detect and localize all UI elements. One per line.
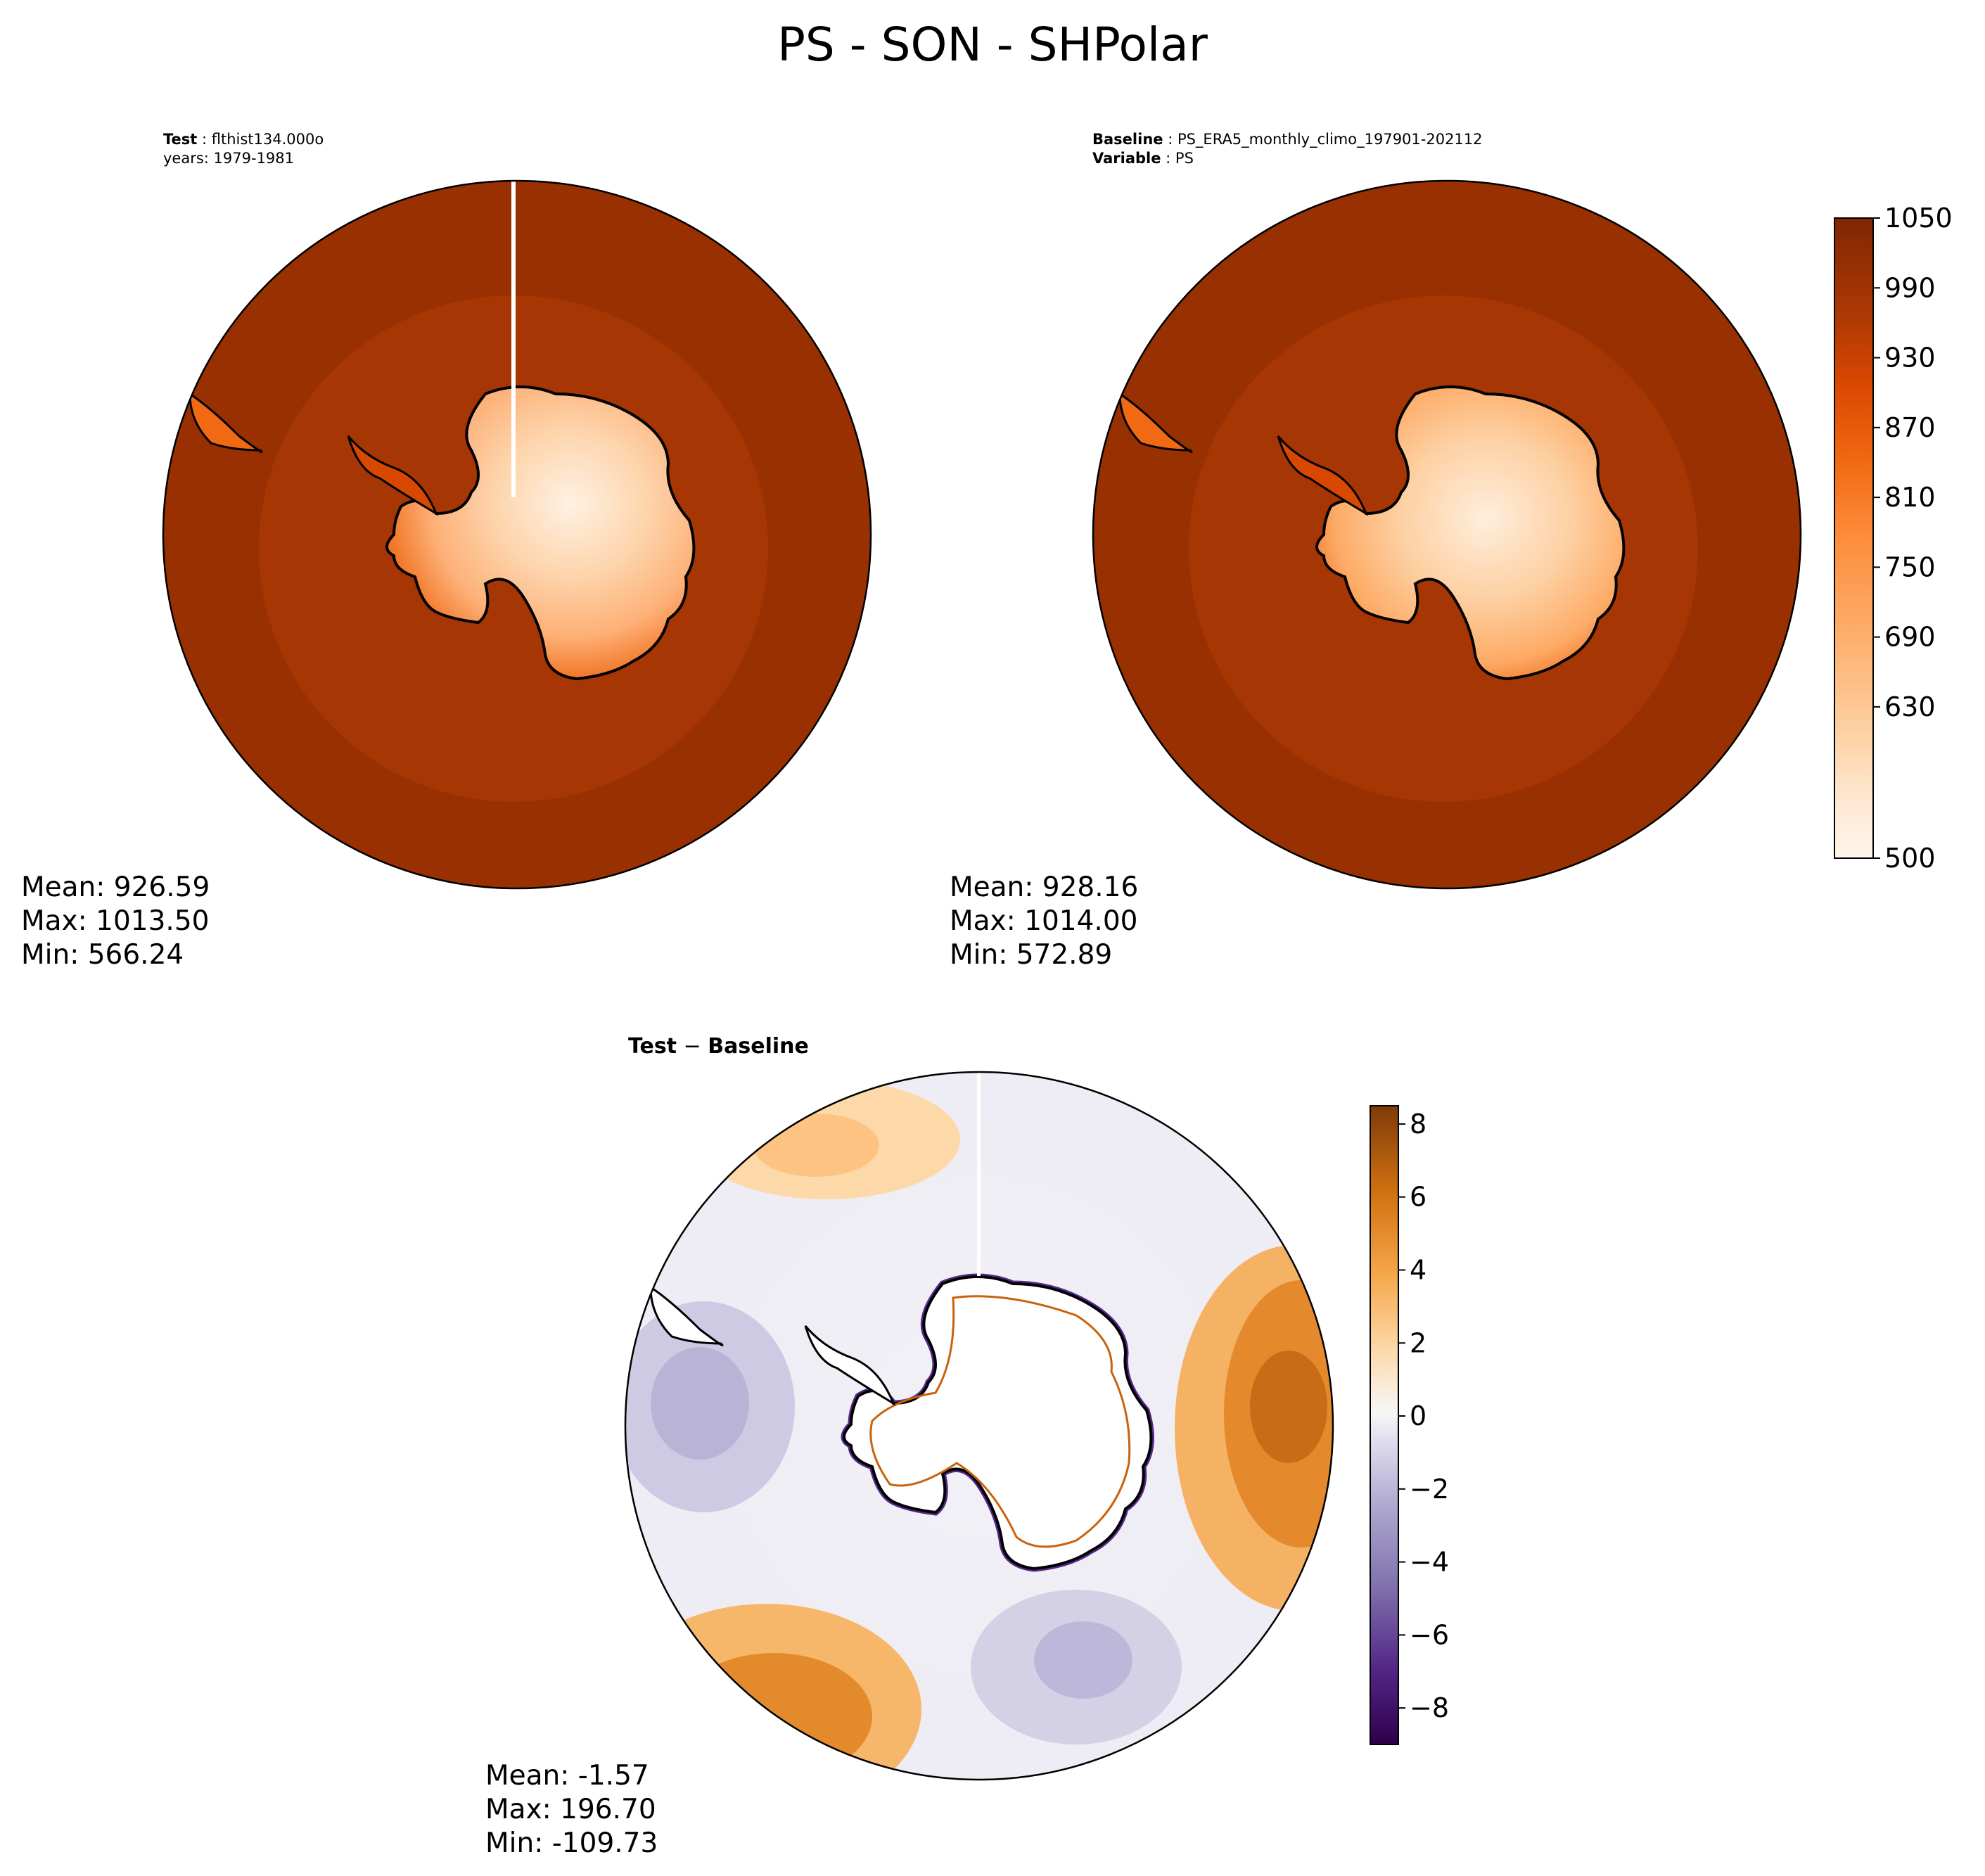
diff-antarctica-contour [869,1295,1131,1548]
diff-colorbar-ticks: −8 −6 −4 −2 0 2 4 6 8 [1398,1109,1449,1723]
diff-title-baseline: Baseline [708,1034,809,1059]
baseline-south-america [1118,392,1193,453]
colorbar-tick-label: 750 [1884,551,1936,582]
baseline-min: Min: 572.89 [950,939,1112,971]
colorbar-tick-label: 690 [1884,622,1936,653]
diff-colorbar: −8 −6 −4 −2 0 2 4 6 8 [1370,1105,1449,1745]
test-label-bold: Test [163,131,197,148]
test-panel: Test : flthist134.000o years: 1979-1981 … [21,131,872,971]
figure-title: PS - SON - SHPolar [777,18,1208,72]
baseline-mean: Mean: 928.16 [950,872,1138,903]
colorbar-tick-label: −6 [1410,1619,1449,1650]
colorbar-tick-label: 630 [1884,691,1936,722]
diff-map-boundary [624,1071,1334,1781]
test-mean: Mean: 926.59 [21,872,210,903]
baseline-map [1093,181,1801,888]
baseline-antarctic-peninsula [1277,435,1369,516]
test-max: Max: 1013.50 [21,905,209,937]
ps-colorbar: 500 630 690 750 810 870 930 990 1050 [1834,203,1953,874]
diff-negative-left-core [651,1347,749,1460]
diff-positive-bottom-left-core [675,1653,872,1780]
diff-south-america [649,1285,724,1346]
variable-label-value: : PS [1161,150,1193,167]
ps-colorbar-ticks: 500 630 690 750 810 870 930 990 1050 [1873,203,1953,874]
colorbar-tick-label: 1050 [1884,203,1953,234]
test-south-america [189,392,263,453]
test-years: years: 1979-1981 [163,150,294,167]
test-map [163,181,871,888]
diff-missing-data-line [977,1072,981,1276]
baseline-max: Max: 1014.00 [950,905,1137,937]
diff-title: Test − Baseline [628,1034,809,1059]
colorbar-tick-label: 2 [1410,1327,1426,1358]
test-label: Test : flthist134.000o [163,131,324,148]
diff-panel: Test − Baseline Mean: -1.57 Max: 196.70 … [485,1034,1449,1859]
colorbar-tick-label: 500 [1884,843,1936,874]
diff-title-minus: − [677,1034,708,1059]
colorbar-tick-label: 0 [1410,1400,1426,1431]
baseline-panel: Baseline : PS_ERA5_monthly_climo_197901-… [950,131,1953,971]
variable-label-bold: Variable [1092,150,1161,167]
baseline-label-case: : PS_ERA5_monthly_climo_197901-202112 [1163,131,1483,148]
colorbar-tick-label: −2 [1410,1474,1449,1505]
variable-label: Variable : PS [1092,150,1194,167]
diff-map [625,1072,1333,1780]
colorbar-tick-label: 6 [1410,1182,1426,1213]
diff-negative-bottom-core [1034,1621,1132,1699]
test-antarctic-peninsula [347,435,439,516]
diff-antarctic-peninsula [804,1325,896,1406]
test-missing-data-line [511,181,516,497]
colorbar-tick-label: 870 [1884,412,1936,443]
baseline-label: Baseline : PS_ERA5_monthly_climo_197901-… [1092,131,1483,148]
diff-positive-top-core [753,1114,879,1177]
colorbar-tick-label: −4 [1410,1547,1449,1578]
diff-colorbar-bar [1370,1105,1399,1745]
diff-max: Max: 196.70 [485,1794,656,1825]
ps-colorbar-bar [1834,217,1874,859]
test-map-boundary [162,179,872,890]
colorbar-tick-label: −8 [1410,1692,1449,1723]
test-label-case: : flthist134.000o [197,131,324,148]
diff-positive-right-peak [1250,1351,1327,1463]
diff-min: Min: -109.73 [485,1827,658,1859]
colorbar-tick-label: 810 [1884,482,1936,513]
baseline-label-bold: Baseline [1092,131,1163,148]
diff-mean: Mean: -1.57 [485,1760,649,1792]
colorbar-tick-label: 990 [1884,272,1936,303]
diff-title-test: Test [628,1034,677,1059]
test-min: Min: 566.24 [21,939,184,971]
colorbar-tick-label: 4 [1410,1254,1426,1285]
colorbar-tick-label: 930 [1884,343,1936,374]
baseline-map-boundary [1092,179,1802,890]
colorbar-tick-label: 8 [1410,1109,1426,1140]
